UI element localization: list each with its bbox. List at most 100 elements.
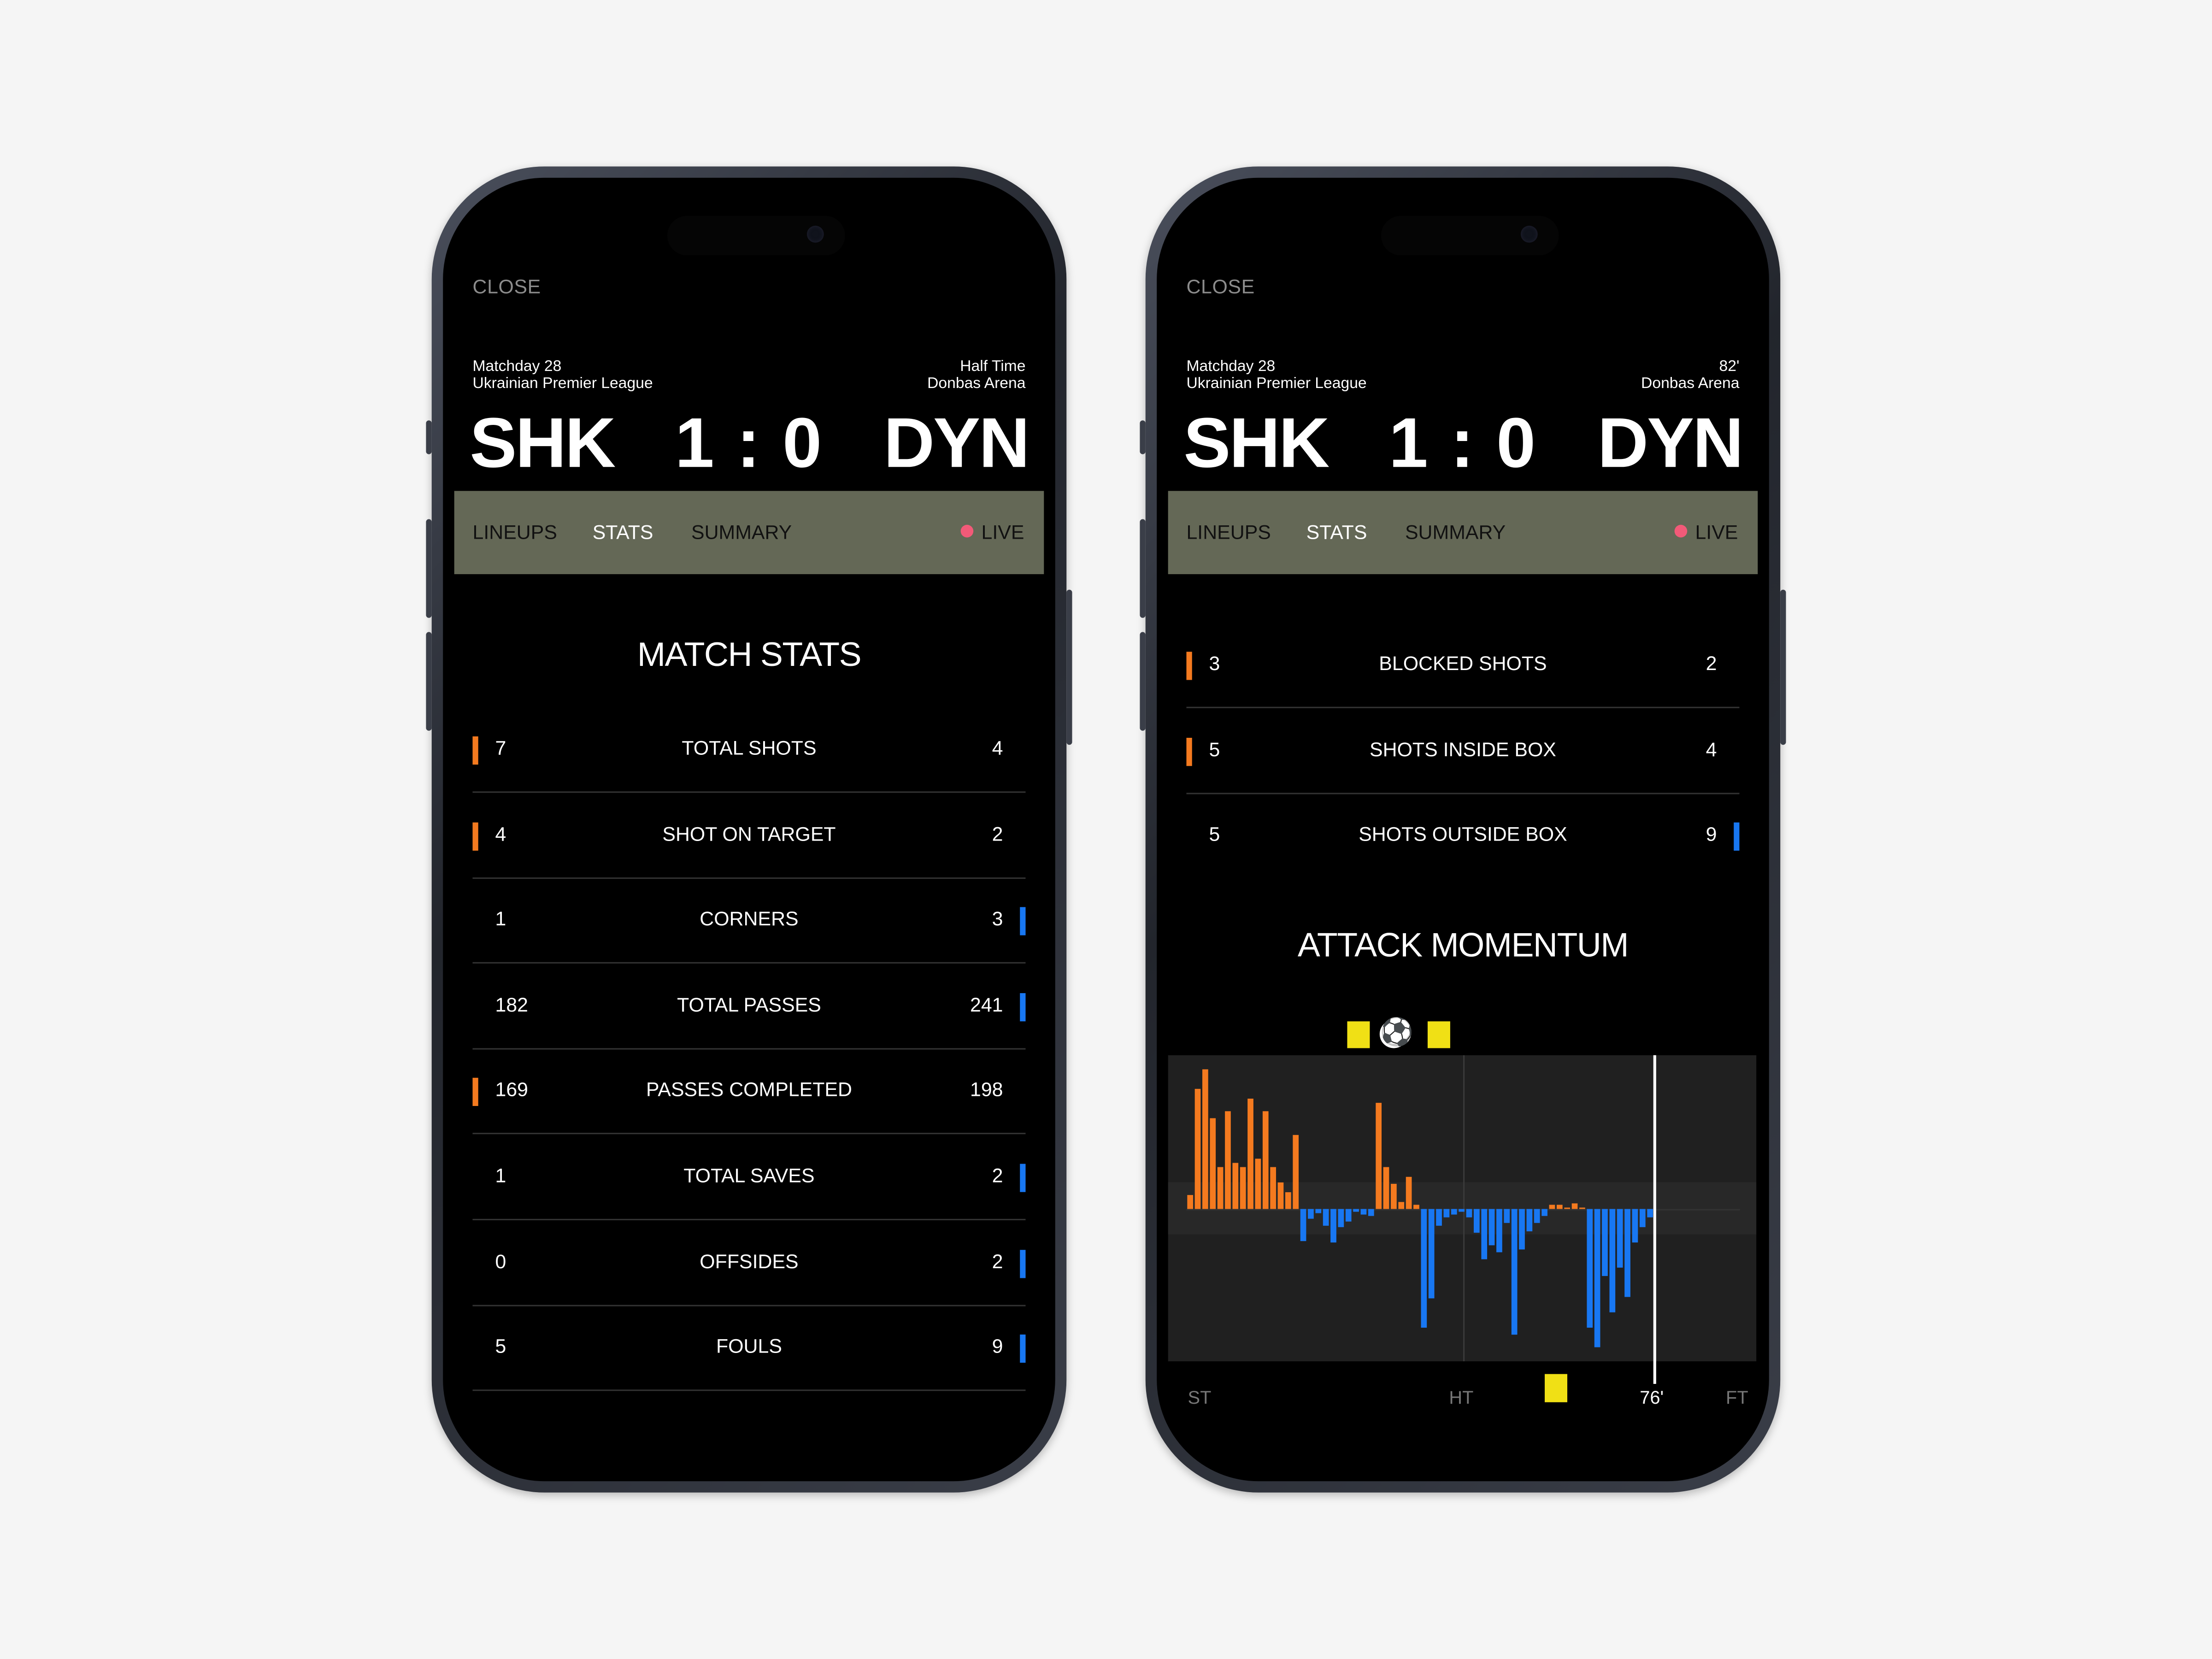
side-button	[1140, 519, 1146, 618]
momentum-bar-home	[1194, 1088, 1201, 1209]
halftime-gridline	[1463, 1055, 1465, 1362]
momentum-bar-away	[1330, 1209, 1336, 1243]
momentum-bar-home	[1255, 1159, 1261, 1209]
away-value: 2	[992, 1249, 1003, 1272]
home-leader-bar	[472, 822, 478, 850]
away-value: 2	[1706, 652, 1717, 675]
phone-frame: CLOSE Matchday 28 Ukrainian Premier League…	[426, 166, 1072, 1493]
away-value: 3	[992, 907, 1003, 930]
stat-label: TOTAL SAVES	[683, 1164, 815, 1187]
match-status-info: Half Time Donbas Arena	[927, 359, 1025, 392]
home-leader-bar	[1186, 737, 1192, 765]
row-divider	[472, 1047, 1026, 1049]
momentum-bar-away	[1526, 1209, 1533, 1231]
tab-stats[interactable]: STATS	[592, 520, 653, 543]
match-status: 82'	[1719, 358, 1740, 376]
tab-bar: LINEUPS STATS SUMMARY LIVE	[454, 491, 1044, 574]
row-divider	[472, 1304, 1026, 1306]
momentum-svg	[1168, 1055, 1757, 1362]
tab-stats[interactable]: STATS	[1306, 520, 1367, 543]
momentum-bar-home	[1232, 1163, 1239, 1209]
x-tick-label: 76'	[1640, 1387, 1664, 1408]
stat-row: 7 TOTAL SHOTS 4	[472, 708, 1026, 793]
close-button[interactable]: CLOSE	[1186, 275, 1255, 298]
momentum-bar-home	[1383, 1167, 1389, 1209]
stat-label: SHOT ON TARGET	[662, 822, 836, 845]
momentum-bar-away	[1360, 1209, 1367, 1215]
momentum-bar-away	[1345, 1209, 1352, 1222]
home-value: 5	[1209, 737, 1220, 760]
momentum-bar-home	[1210, 1118, 1216, 1209]
phone-screen: CLOSE Matchday 28 Ukrainian Premier League…	[443, 177, 1055, 1482]
tab-lineups[interactable]: LINEUPS	[1186, 520, 1271, 543]
home-value: 0	[495, 1249, 506, 1272]
momentum-bar-away	[1624, 1209, 1630, 1297]
side-button	[1140, 632, 1146, 731]
stat-row: 5 SHOTS OUTSIDE BOX 9	[1186, 794, 1740, 879]
home-team: SHK	[1183, 403, 1330, 482]
momentum-bar-away	[1466, 1209, 1472, 1218]
home-value: 1	[495, 907, 506, 930]
home-team: SHK	[470, 403, 616, 482]
home-value: 169	[495, 1078, 528, 1101]
stat-label: PASSES COMPLETED	[646, 1078, 852, 1101]
score: 1 : 0	[1388, 403, 1537, 482]
momentum-title: ATTACK MOMENTUM	[1297, 927, 1629, 965]
venue-label: Donbas Arena	[1641, 375, 1740, 393]
side-button	[426, 632, 432, 731]
side-button	[426, 519, 432, 618]
away-value: 2	[992, 822, 1003, 845]
yellow-card-icon	[1347, 1021, 1370, 1048]
momentum-bar-away	[1534, 1209, 1540, 1223]
row-divider	[472, 877, 1026, 878]
x-tick-label: FT	[1726, 1387, 1748, 1408]
away-leader-bar	[1734, 823, 1740, 851]
momentum-bar-away	[1481, 1209, 1488, 1259]
stat-row: 4 SHOT ON TARGET 2	[472, 794, 1026, 878]
close-button[interactable]: CLOSE	[472, 275, 541, 298]
momentum-bar-away	[1541, 1209, 1547, 1216]
side-button	[1066, 589, 1072, 745]
league-label: Ukrainian Premier League	[472, 375, 653, 393]
away-value: 4	[992, 736, 1003, 759]
momentum-bar-away	[1511, 1209, 1518, 1335]
tab-bar: LINEUPS STATS SUMMARY LIVE	[1168, 491, 1758, 574]
stat-row: 182 TOTAL PASSES 241	[472, 965, 1026, 1049]
tab-summary[interactable]: SUMMARY	[1405, 520, 1506, 543]
stat-row: 3 BLOCKED SHOTS 2	[1186, 624, 1740, 708]
tab-lineups[interactable]: LINEUPS	[472, 520, 557, 543]
momentum-bar-home	[1285, 1192, 1291, 1209]
momentum-bar-home	[1293, 1135, 1299, 1209]
home-value: 5	[1209, 823, 1220, 846]
match-info: Matchday 28 Ukrainian Premier League	[473, 359, 653, 392]
home-leader-bar	[472, 736, 478, 765]
side-button	[1780, 589, 1786, 745]
stat-row: 169 PASSES COMPLETED 198	[472, 1050, 1026, 1135]
live-indicator: LIVE	[960, 521, 1024, 543]
momentum-bar-home	[1262, 1111, 1269, 1209]
momentum-bar-home	[1579, 1207, 1585, 1209]
match-status-info: 82' Donbas Arena	[1641, 359, 1739, 392]
momentum-bar-away	[1323, 1209, 1329, 1226]
momentum-bar-away	[1353, 1209, 1359, 1212]
momentum-bar-away	[1587, 1209, 1593, 1328]
yellow-card-icon	[1544, 1374, 1567, 1402]
momentum-bar-away	[1368, 1209, 1374, 1216]
home-value: 4	[495, 822, 506, 845]
matchday-label: Matchday 28	[472, 358, 562, 376]
x-tick-label: ST	[1188, 1387, 1212, 1408]
home-value: 182	[495, 993, 528, 1016]
tab-summary[interactable]: SUMMARY	[691, 520, 792, 543]
momentum-bar-home	[1413, 1205, 1419, 1209]
momentum-bar-home	[1571, 1203, 1578, 1209]
phone-screen: CLOSE Matchday 28 Ukrainian Premier League…	[1157, 177, 1769, 1482]
away-team: DYN	[883, 403, 1030, 482]
stat-label: CORNERS	[700, 907, 799, 930]
row-divider	[472, 1218, 1026, 1220]
away-team: DYN	[1597, 403, 1744, 482]
momentum-bar-away	[1617, 1209, 1623, 1268]
away-leader-bar	[1020, 1164, 1026, 1192]
section-title: MATCH STATS	[637, 636, 862, 675]
momentum-bar-home	[1406, 1177, 1412, 1209]
camera-icon	[807, 225, 824, 243]
